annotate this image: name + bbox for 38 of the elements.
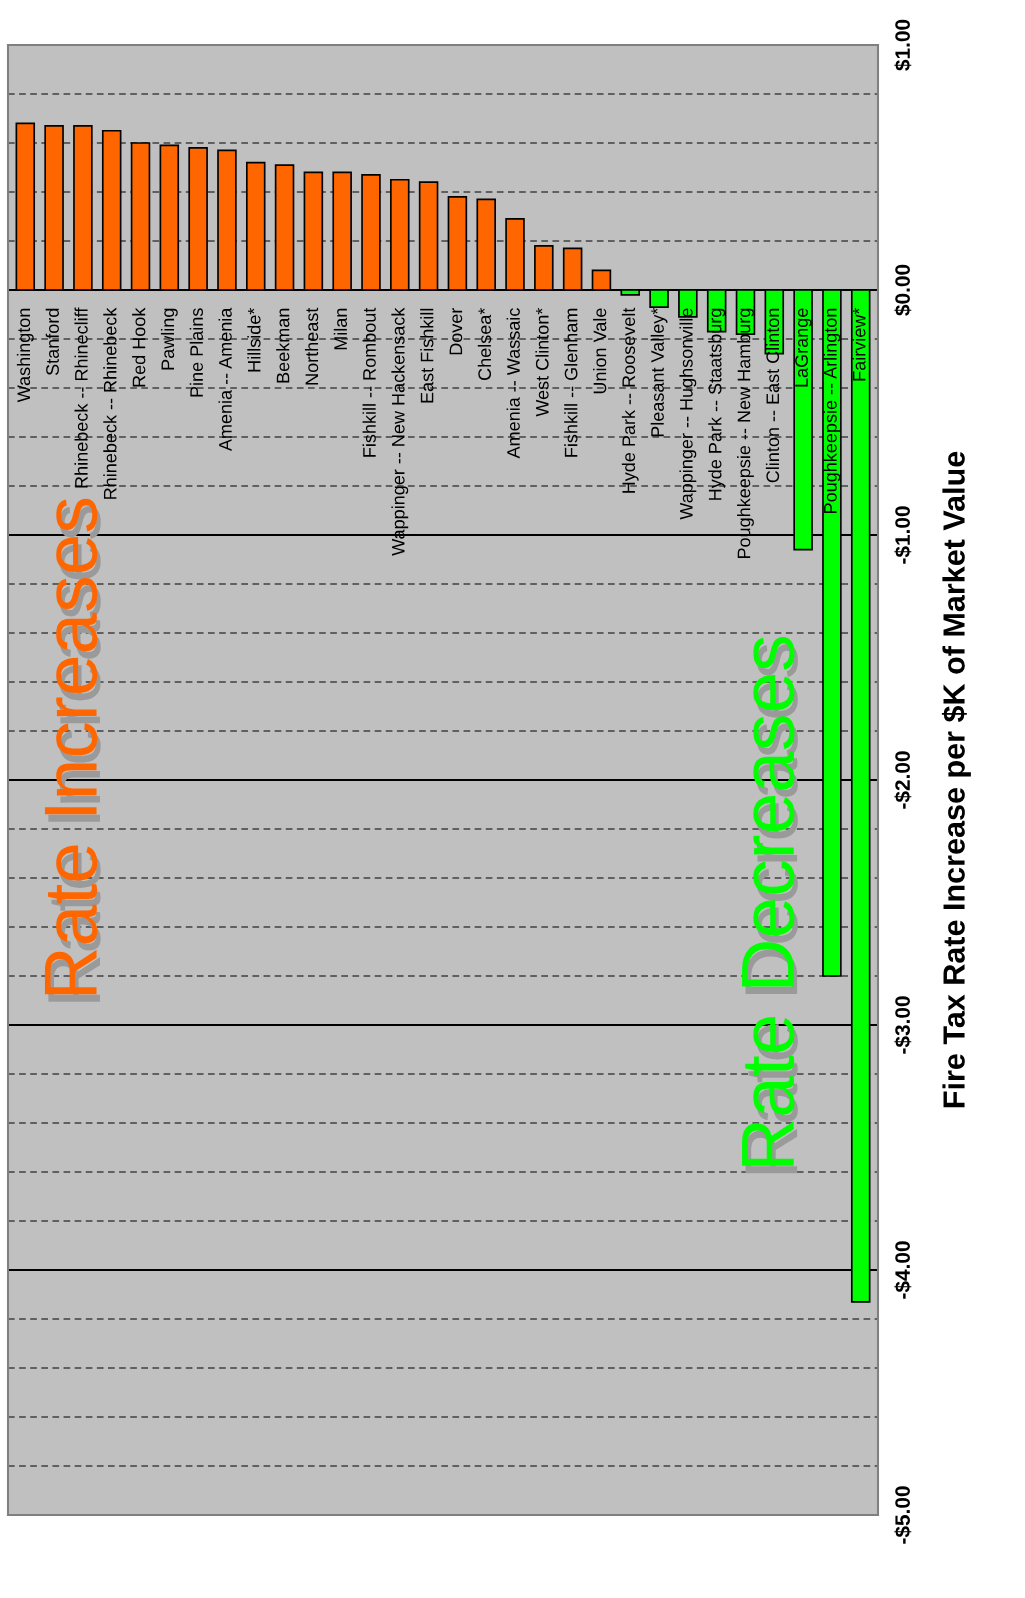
y-tick-label: -$3.00 bbox=[894, 996, 912, 1054]
y-tick-label: -$1.00 bbox=[894, 506, 912, 564]
x-tick-label: Fishkill -- Rombout bbox=[362, 307, 376, 457]
x-tick-label: Pawling bbox=[160, 308, 178, 370]
x-tick-label: Union Vale bbox=[593, 308, 607, 394]
y-axis-title: Fire Tax Rate Increase per $K of Market Value bbox=[941, 451, 971, 1108]
x-tick-label: Hyde Park -- Staatsburg bbox=[708, 308, 726, 500]
x-tick-label: Northeast bbox=[304, 307, 319, 385]
x-tick-label: Red Hook bbox=[132, 307, 146, 387]
x-tick-label: Poughkeepsie -- Arlington bbox=[823, 308, 841, 513]
x-tick-label: West Clinton* bbox=[535, 307, 549, 417]
x-tick-label: Rhinebeck -- Rhinebeck bbox=[103, 307, 117, 499]
x-tick-label: Amenia -- Wassaic bbox=[506, 308, 520, 459]
x-tick-label: Poughkeepsie -- New Hamburg bbox=[737, 308, 754, 559]
x-tick-label: Milan bbox=[333, 308, 348, 350]
x-tick-label: Wappinger -- Hughsonville bbox=[679, 308, 697, 520]
x-tick-label: Fairview* bbox=[852, 307, 866, 381]
y-tick-label: -$2.00 bbox=[894, 751, 912, 809]
x-tick-label: Wappinger -- New Hackensack bbox=[391, 307, 409, 556]
x-tick-label: Beekman bbox=[276, 308, 290, 383]
x-tick-label: Hyde Park -- Roosevelt bbox=[621, 307, 639, 493]
x-tick-label: Dover bbox=[449, 307, 463, 355]
x-tick-label: Amenia -- Amenia bbox=[218, 307, 232, 452]
x-tick-label: Rhinebeck -- Rhinecliff bbox=[74, 307, 88, 488]
x-tick-label: Stanford bbox=[45, 308, 59, 376]
x-tick-label: Clinton -- East Clinton bbox=[765, 308, 780, 483]
x-tick-label: Chelsea* bbox=[477, 307, 492, 380]
x-tick-label: East Fishkill bbox=[420, 308, 434, 403]
x-tick-label: Pleasant Valley* bbox=[650, 307, 668, 437]
y-tick-label: $1.00 bbox=[894, 19, 912, 71]
x-tick-label: Hillside* bbox=[247, 307, 261, 372]
x-tick-label: LaGrange bbox=[795, 308, 812, 387]
x-tick-label: Washington bbox=[16, 308, 34, 403]
x-tick-label: Fishkill -- Glenham bbox=[564, 308, 578, 457]
y-tick-label: -$5.00 bbox=[894, 1486, 912, 1544]
x-tick-label: Pine Plains bbox=[189, 308, 203, 397]
y-tick-label: $0.00 bbox=[894, 264, 912, 316]
y-tick-label: -$4.00 bbox=[894, 1241, 912, 1299]
